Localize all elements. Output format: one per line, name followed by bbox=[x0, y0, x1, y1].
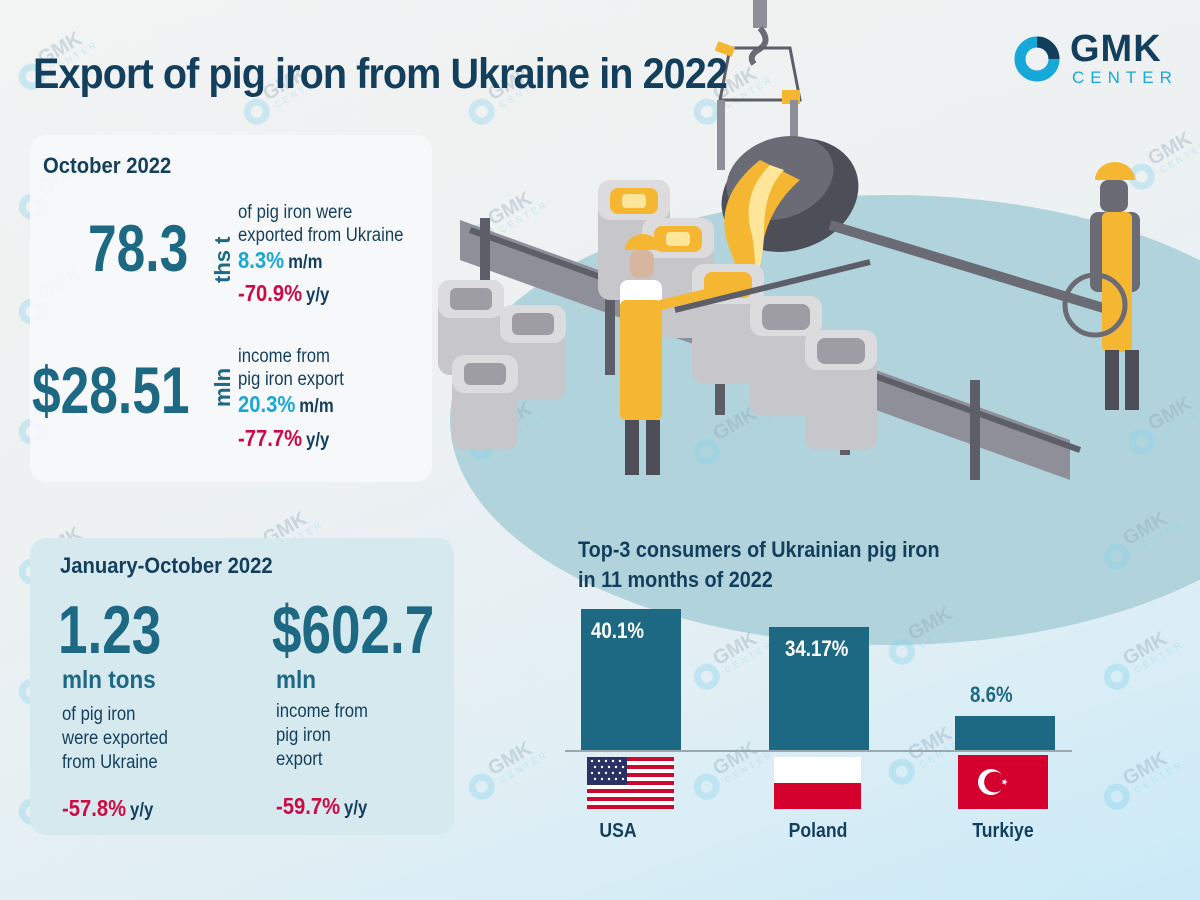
jan-oct-income-desc-1: income from bbox=[276, 701, 368, 722]
jan-oct-income-desc-3: export bbox=[276, 749, 323, 770]
october-volume-desc-1: of pig iron were bbox=[238, 202, 353, 223]
jan-oct-volume-yy: -57.8% y/y bbox=[62, 795, 153, 822]
october-volume-unit: ths t bbox=[210, 236, 235, 283]
jan-oct-volume-desc-2: were exported bbox=[62, 728, 168, 749]
yy-suffix: y/y bbox=[306, 430, 330, 451]
chart-title-line-2: in 11 months of 2022 bbox=[578, 567, 773, 592]
donut-logo-icon bbox=[1014, 36, 1060, 82]
yy-suffix: y/y bbox=[344, 798, 368, 819]
october-volume-desc-2: exported from Ukraine bbox=[238, 225, 404, 246]
jan-oct-volume-value: 1.23 bbox=[58, 592, 162, 668]
poland-flag-icon bbox=[774, 757, 861, 809]
chart-title: Top-3 consumers of Ukrainian pig iron in… bbox=[578, 535, 940, 595]
october-volume-value: 78.3 bbox=[88, 211, 189, 285]
chart-title-line-1: Top-3 consumers of Ukrainian pig iron bbox=[578, 537, 940, 562]
october-volume-mm: 8.3% m/m bbox=[238, 247, 322, 274]
bar-label-poland: 34.17% bbox=[785, 636, 849, 661]
gmk-center-logo: GMK CENTER bbox=[1012, 28, 1182, 88]
october-income-value: $28.51 bbox=[32, 353, 190, 427]
logo-subtitle: CENTER bbox=[1072, 68, 1178, 87]
jan-oct-volume-desc-3: from Ukraine bbox=[62, 752, 158, 773]
bar-label-usa: 40.1% bbox=[591, 618, 645, 643]
chart-baseline bbox=[565, 750, 1072, 752]
october-income-desc-2: pig iron export bbox=[238, 369, 344, 390]
jan-oct-volume-unit: mln tons bbox=[62, 666, 156, 694]
country-label-usa: USA bbox=[599, 820, 637, 842]
yy-change-value: -57.8% bbox=[62, 795, 127, 821]
bar-label-turkiye: 8.6% bbox=[970, 682, 1013, 707]
yy-suffix: y/y bbox=[130, 800, 154, 821]
yy-change-value: -77.7% bbox=[238, 425, 303, 451]
jan-oct-income-desc-2: pig iron bbox=[276, 725, 331, 746]
country-label-turkiye: Turkiye bbox=[972, 820, 1034, 842]
jan-oct-heading: January-October 2022 bbox=[60, 553, 273, 578]
mm-suffix: m/m bbox=[288, 252, 323, 273]
october-income-yy: -77.7% y/y bbox=[238, 425, 329, 452]
bar-poland bbox=[769, 627, 869, 751]
jan-oct-income-unit: mln bbox=[276, 666, 317, 694]
jan-oct-volume-desc-1: of pig iron bbox=[62, 704, 136, 725]
yy-change-value: -70.9% bbox=[238, 280, 303, 306]
mm-suffix: m/m bbox=[299, 396, 334, 417]
october-volume-yy: -70.9% y/y bbox=[238, 280, 329, 307]
jan-oct-income-value: $602.7 bbox=[272, 592, 435, 668]
october-income-mm: 20.3% m/m bbox=[238, 391, 334, 418]
page-title: Export of pig iron from Ukraine in 2022 bbox=[33, 50, 728, 98]
foundry-illustration bbox=[438, 0, 1140, 480]
yy-change-value: -59.7% bbox=[276, 793, 341, 819]
bar-turkiye bbox=[955, 716, 1055, 751]
bar-usa bbox=[581, 609, 681, 751]
country-label-poland: Poland bbox=[788, 820, 848, 842]
mm-change-value: 20.3% bbox=[238, 391, 296, 417]
jan-oct-card: January-October 2022 1.23 mln tons of pi… bbox=[30, 538, 454, 835]
logo-name: GMK bbox=[1070, 28, 1162, 70]
yy-suffix: y/y bbox=[306, 285, 330, 306]
october-heading: October 2022 bbox=[43, 153, 172, 178]
turkey-flag-icon bbox=[958, 755, 1048, 809]
october-income-unit: mln bbox=[210, 367, 235, 407]
october-card: October 2022 78.3 ths t of pig iron were… bbox=[30, 135, 432, 482]
jan-oct-income-yy: -59.7% y/y bbox=[276, 793, 367, 820]
usa-flag-icon bbox=[587, 757, 674, 809]
mm-change-value: 8.3% bbox=[238, 247, 285, 273]
october-income-desc-1: income from bbox=[238, 346, 330, 367]
